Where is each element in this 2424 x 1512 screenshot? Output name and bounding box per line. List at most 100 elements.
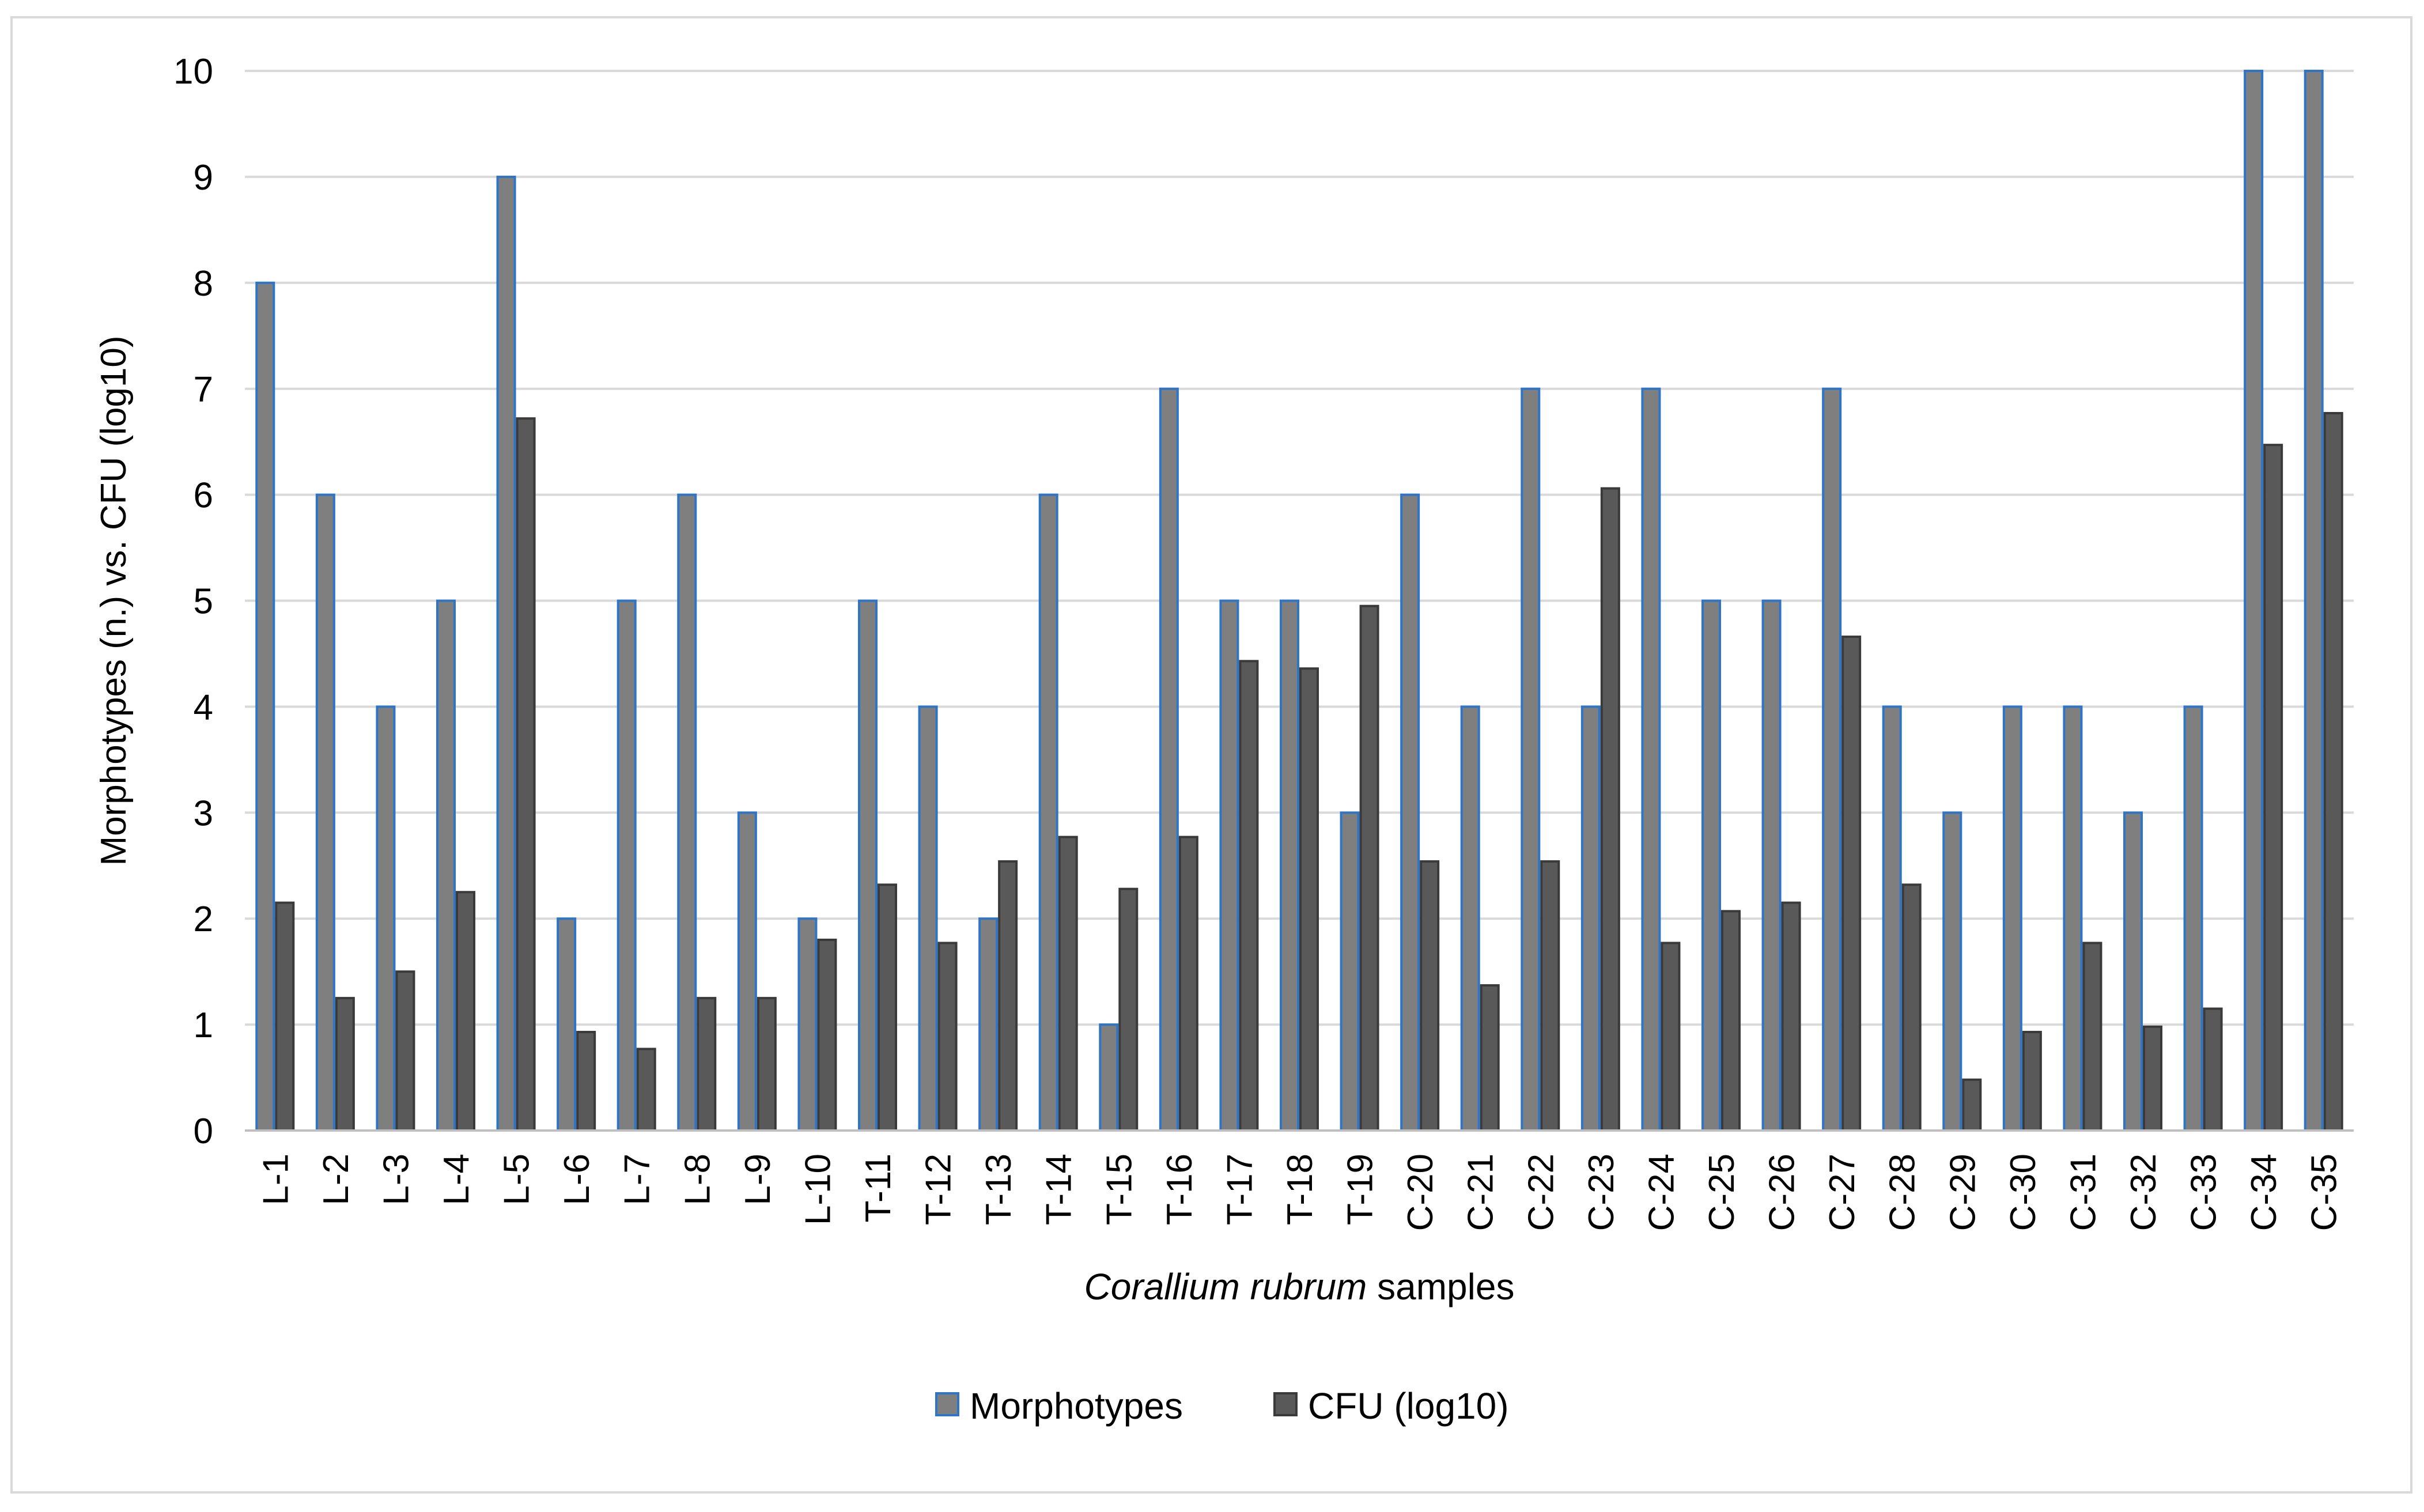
bar-cfu [1721,910,1741,1132]
x-tick-label: T-18 [1280,1154,1320,1225]
legend-swatch [935,1392,959,1416]
bar-cfu [1420,860,1440,1132]
bar-morphotypes [1038,493,1058,1132]
bar-cfu [757,997,777,1132]
bar-cfu [1901,883,1922,1132]
bar-morphotypes [1641,387,1661,1132]
bar-morphotypes [858,599,878,1132]
bar-cfu [2203,1007,2223,1132]
bar-cfu [2143,1025,2162,1132]
bar-cfu [636,1048,656,1132]
x-tick-label: L-6 [557,1154,597,1205]
bar-morphotypes [978,917,999,1132]
x-tick-label: T-15 [1099,1154,1139,1225]
x-tick-label: L-4 [437,1154,477,1205]
bar-morphotypes [617,599,637,1132]
x-tick-label: C-27 [1822,1154,1862,1231]
bar-morphotypes [2123,811,2143,1132]
bar-cfu [2263,444,2283,1132]
x-tick-label: C-31 [2063,1154,2103,1231]
bar-cfu [1841,636,1862,1132]
bar-cfu [395,970,415,1132]
bar-cfu [1178,836,1198,1132]
y-axis-title: Morphotypes (n.) vs. CFU (log10) [94,336,134,866]
bar-morphotypes [2244,70,2264,1132]
bar-morphotypes [1400,493,1420,1132]
bar-cfu [878,883,897,1132]
x-tick-label: C-32 [2124,1154,2164,1231]
bar-morphotypes [1460,705,1480,1132]
bar-cfu [1661,942,1681,1132]
bar-cfu [335,997,355,1132]
x-tick-label: L-1 [256,1154,296,1205]
x-tick-label: L-3 [376,1154,416,1205]
x-tick-label: L-9 [738,1154,778,1205]
y-tick-label: 3 [194,793,213,833]
legend-swatch [1273,1392,1298,1416]
x-tick-label: C-24 [1642,1154,1681,1231]
bar-morphotypes [436,599,456,1132]
bar-morphotypes [1580,705,1601,1132]
x-tick-label: T-16 [1160,1154,1200,1225]
bar-cfu [1781,901,1801,1132]
bar-morphotypes [1159,387,1179,1132]
x-axis-title-suffix: samples [1367,1266,1514,1307]
x-tick-label: C-35 [2305,1154,2344,1231]
bar-cfu [1359,604,1379,1132]
bar-morphotypes [1882,705,1902,1132]
y-tick-label: 0 [194,1112,213,1151]
y-tick-labels: 0 1 2 3 4 5 6 7 8 9 10 [173,52,213,1151]
bar-morphotypes [1701,599,1721,1132]
bar-morphotypes [2002,705,2022,1132]
y-tick-label: 9 [194,158,213,198]
bar-morphotypes [737,811,757,1132]
x-tick-label: T-12 [919,1154,959,1225]
x-tick-label: L-2 [316,1154,356,1205]
bar-cfu [817,938,837,1132]
bar-cfu [275,901,295,1132]
bar-morphotypes [1280,599,1299,1132]
bar-morphotypes [2183,705,2203,1132]
bar-morphotypes [255,281,275,1132]
y-tick-label: 1 [194,1006,213,1045]
x-tick-labels: L-1 L-2 L-3 L-4 L-5 L-6 L-7 L-8 L-9 L-10 T-11 T-12 T… [256,1154,2344,1231]
bar-morphotypes [2063,705,2083,1132]
bar-cfu [1600,487,1620,1132]
x-tick-label: C-22 [1521,1154,1561,1231]
y-tick-label: 4 [194,687,213,727]
x-tick-label: C-25 [1702,1154,1742,1231]
bar-morphotypes [2304,70,2324,1132]
bar-morphotypes [797,917,818,1132]
bar-morphotypes [1219,599,1239,1132]
legend-label: CFU (log10) [1308,1385,1509,1427]
y-tick-label: 10 [173,52,213,92]
x-tick-label: T-11 [859,1154,898,1222]
x-tick-label: C-30 [2003,1154,2043,1231]
bar-morphotypes [315,493,335,1132]
bar-morphotypes [557,917,577,1132]
bar-morphotypes [1099,1023,1119,1132]
x-tick-label: L-10 [798,1154,838,1225]
bar-morphotypes [1822,387,1842,1132]
legend-label: Morphotypes [970,1385,1183,1427]
bar-cfu [1299,667,1319,1132]
bar-cfu [1540,860,1560,1132]
bar-morphotypes [918,705,938,1132]
x-tick-label: C-20 [1401,1154,1440,1231]
x-axis-title: Corallium rubrum samples [1084,1266,1515,1307]
bar-morphotypes [1521,387,1541,1132]
bar-cfu [516,417,536,1132]
x-tick-label: C-26 [1763,1154,1802,1231]
legend: Morphotypes CFU (log10) [935,1385,1509,1427]
x-tick-label: T-17 [1220,1154,1260,1225]
x-tick-label: C-28 [1883,1154,1923,1231]
bar-cfu [456,891,475,1132]
bar-morphotypes [677,493,697,1132]
bar-cfu [998,860,1018,1132]
bar-cfu [2082,942,2102,1132]
x-tick-label: L-8 [678,1154,717,1205]
y-tick-label: 2 [194,899,213,939]
bar-morphotypes [1761,599,1782,1132]
